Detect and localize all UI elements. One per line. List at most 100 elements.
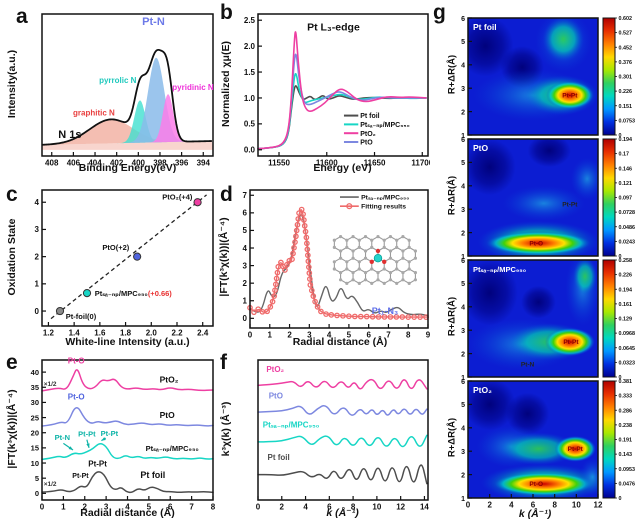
svg-text:0.381: 0.381 <box>619 379 633 385</box>
panel-e-plot: 0 1 2 3 4 5 6 7 8 0 5 10 15 20 25 30 35 40 Pt-O PtO₂ ×1/2 Pt-… <box>31 356 215 512</box>
svg-text:PtO: PtO <box>473 143 489 153</box>
svg-text:8: 8 <box>552 501 557 510</box>
svg-text:25: 25 <box>31 413 39 422</box>
svg-text:10: 10 <box>572 501 581 510</box>
svg-text:0.191: 0.191 <box>619 438 633 444</box>
svg-text:0.0476: 0.0476 <box>619 481 636 487</box>
svg-text:1: 1 <box>461 375 465 382</box>
svg-text:402: 402 <box>110 159 124 168</box>
svg-text:4: 4 <box>509 501 514 510</box>
svg-text:6: 6 <box>461 16 465 23</box>
svg-text:Pt-Pt: Pt-Pt <box>78 429 96 438</box>
panel-g-wavelet: 1 2 3 4 5 6 Pt foil Pt-Pt 0.602 0.527 0.452 0.376 0.… <box>430 0 640 525</box>
svg-text:4: 4 <box>35 198 40 207</box>
panel-a-xps: 408 406 404 402 400 398 396 394 Pt-N pyrrolic N py… <box>0 0 215 180</box>
panel-letter-g: g <box>433 1 446 24</box>
svg-text:2: 2 <box>287 331 292 340</box>
svg-text:Pt-Pt: Pt-Pt <box>562 202 578 209</box>
svg-text:0.097: 0.097 <box>619 196 633 202</box>
panel-a-plot: 408 406 404 402 400 398 396 394 Pt-N pyrrolic N py… <box>41 13 214 168</box>
panel-d-exafs-fit: Pt₁-N₃ 0 1 2 3 4 5 6 7 8 9 0 1 2 3 4 5 6 7 Ptₛₐ₋ₙₚ/MPC₉₅₀ Fi… <box>215 178 430 350</box>
svg-text:3: 3 <box>461 86 465 93</box>
svg-text:0: 0 <box>466 501 471 510</box>
svg-text:0.194: 0.194 <box>619 137 633 143</box>
svg-text:1.0: 1.0 <box>244 94 256 103</box>
svg-text:2: 2 <box>35 252 40 261</box>
svg-text:398: 398 <box>153 159 167 168</box>
svg-text:1: 1 <box>461 133 465 140</box>
svg-text:0: 0 <box>35 489 39 498</box>
svg-text:3: 3 <box>35 225 40 234</box>
svg-text:Pt-Pt: Pt-Pt <box>563 339 579 346</box>
svg-text:0.129: 0.129 <box>619 317 633 323</box>
panel-letter-f: f <box>220 351 227 374</box>
svg-text:0.226: 0.226 <box>619 89 633 95</box>
svg-text:9: 9 <box>426 331 430 340</box>
panel-c-oxidation: Pt-foil(0) Ptₛₐ₋ₙₚ/MPC₉₅₀(+0.66) PtO(+2) Pt… <box>0 178 215 350</box>
svg-text:5: 5 <box>461 160 465 167</box>
svg-text:4: 4 <box>461 63 465 70</box>
svg-text:Pt₁-N₃: Pt₁-N₃ <box>372 306 398 316</box>
svg-text:PtO: PtO <box>160 410 176 420</box>
svg-text:Ptₛₐ₋ₙₚ/MPC₉₅₀: Ptₛₐ₋ₙₚ/MPC₉₅₀ <box>146 444 199 453</box>
svg-text:Pt-O: Pt-O <box>68 392 85 401</box>
svg-text:400: 400 <box>132 159 146 168</box>
svg-text:3: 3 <box>243 261 248 270</box>
svg-text:6: 6 <box>461 379 465 386</box>
svg-text:0: 0 <box>619 496 622 502</box>
svg-text:2: 2 <box>461 351 465 358</box>
svg-text:30: 30 <box>31 398 39 407</box>
svg-text:Ptₛₐ₋ₙₚ/MPC₉₅₀: Ptₛₐ₋ₙₚ/MPC₉₅₀ <box>360 122 410 129</box>
svg-text:0.143: 0.143 <box>619 452 633 458</box>
svg-text:N 1s: N 1s <box>58 129 81 141</box>
svg-text:Pt-Pt: Pt-Pt <box>101 429 119 438</box>
panel-letter-a: a <box>16 5 28 28</box>
svg-text:35: 35 <box>31 383 39 392</box>
panel-letter-b: b <box>220 1 233 24</box>
svg-text:Pt-Pt: Pt-Pt <box>88 459 107 468</box>
svg-text:4: 4 <box>303 503 308 512</box>
svg-text:8: 8 <box>211 503 215 512</box>
svg-text:5: 5 <box>243 226 248 235</box>
svg-text:408: 408 <box>45 159 59 168</box>
svg-text:PtO₂(+4): PtO₂(+4) <box>162 193 193 202</box>
svg-text:0: 0 <box>40 503 45 512</box>
svg-text:pyridinic N: pyridinic N <box>172 83 214 92</box>
svg-text:406: 406 <box>67 159 81 168</box>
svg-text:0.0: 0.0 <box>244 146 256 155</box>
svg-text:0.151: 0.151 <box>619 104 633 110</box>
svg-text:×1/2: ×1/2 <box>44 481 57 488</box>
svg-text:0.602: 0.602 <box>619 16 633 22</box>
svg-text:12: 12 <box>594 501 603 510</box>
svg-text:0: 0 <box>619 375 622 381</box>
f-xaxis-title: k (Å⁻¹) <box>326 507 359 519</box>
svg-text:1: 1 <box>268 331 273 340</box>
svg-text:pyrrolic N: pyrrolic N <box>99 76 137 85</box>
svg-text:0: 0 <box>243 314 248 323</box>
svg-text:2: 2 <box>243 279 248 288</box>
svg-text:3: 3 <box>307 331 312 340</box>
svg-text:11650: 11650 <box>364 159 386 168</box>
svg-text:PtO: PtO <box>360 140 373 147</box>
svg-text:Pt-N: Pt-N <box>55 433 70 442</box>
svg-text:0.226: 0.226 <box>619 273 633 279</box>
e-xaxis-title: Radial distance (Å) <box>80 507 175 519</box>
panel-e-ft-exafs: 0 1 2 3 4 5 6 7 8 0 5 10 15 20 25 30 35 40 Pt-O PtO₂ ×1/2 Pt-… <box>0 350 215 525</box>
svg-text:Pt-Pt: Pt-Pt <box>568 446 584 453</box>
svg-text:6: 6 <box>461 137 465 144</box>
svg-text:0.286: 0.286 <box>619 408 633 414</box>
svg-text:4: 4 <box>327 331 332 340</box>
c-xaxis-title: White-line Intensity (a.u.) <box>65 336 190 348</box>
svg-text:8: 8 <box>351 503 356 512</box>
svg-text:6: 6 <box>461 258 465 265</box>
svg-text:2: 2 <box>461 230 465 237</box>
svg-text:Ptₛₐ₋ₙₚ/MPC₉₅₀: Ptₛₐ₋ₙₚ/MPC₉₅₀ <box>263 420 320 429</box>
svg-text:graphitic N: graphitic N <box>73 108 115 117</box>
svg-text:0.452: 0.452 <box>619 45 633 51</box>
svg-text:0.301: 0.301 <box>619 75 633 81</box>
svg-text:Pt-O: Pt-O <box>68 356 85 365</box>
svg-text:Pt-Pt: Pt-Pt <box>72 473 89 480</box>
